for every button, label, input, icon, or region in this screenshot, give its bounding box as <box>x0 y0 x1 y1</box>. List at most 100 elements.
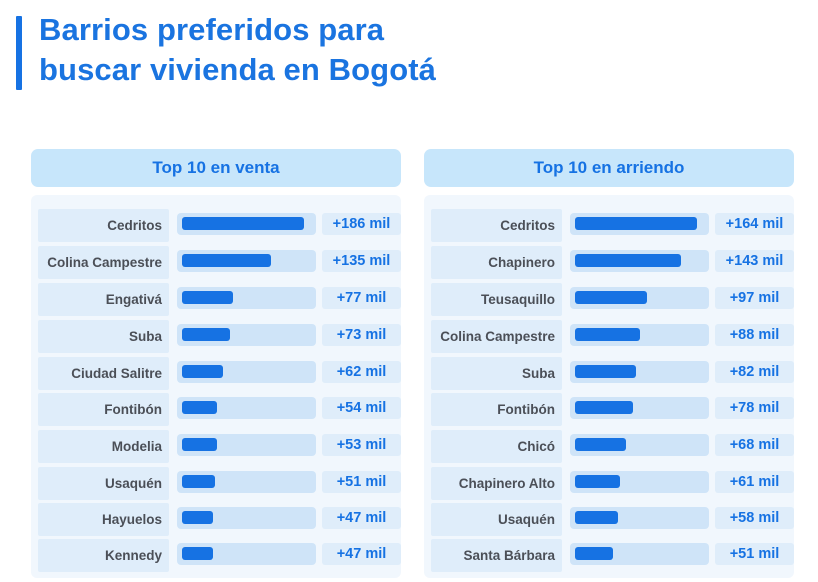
value-label: +68 mil <box>715 434 794 456</box>
category-label: Usaquén <box>38 467 169 500</box>
bar-track <box>570 361 709 383</box>
bar <box>182 438 217 451</box>
bar-track <box>177 287 316 309</box>
category-label: Engativá <box>38 283 169 316</box>
category-label: Fontibón <box>38 393 169 426</box>
title-accent-bar <box>16 16 22 90</box>
page-title-line-2: buscar vivienda en Bogotá <box>39 52 436 87</box>
bar <box>575 475 620 488</box>
bar <box>182 328 230 341</box>
bar <box>182 365 223 378</box>
bar-row: Cedritos +164 mil <box>431 207 794 242</box>
category-label: Suba <box>38 320 169 353</box>
bar-row: Santa Bárbara +51 mil <box>431 537 794 572</box>
chart-panel-arriendo: Top 10 en arriendo Cedritos +164 mil Chapi… <box>424 149 794 578</box>
category-label: Chicó <box>431 430 562 463</box>
bar-track <box>570 434 709 456</box>
bar <box>575 217 697 230</box>
bar-row: Usaquén +58 mil <box>431 501 794 536</box>
bar-track <box>570 543 709 565</box>
category-label: Ciudad Salitre <box>38 357 169 390</box>
bar-track <box>570 471 709 493</box>
bar <box>575 254 681 267</box>
bar-track <box>570 213 709 235</box>
bar-row: Teusaquillo +97 mil <box>431 281 794 316</box>
bar-row: Chicó +68 mil <box>431 428 794 463</box>
bar-track <box>177 507 316 529</box>
bar <box>575 547 613 560</box>
category-label: Hayuelos <box>38 503 169 536</box>
category-label: Usaquén <box>431 503 562 536</box>
value-label: +97 mil <box>715 287 794 309</box>
bar-track <box>177 397 316 419</box>
bar <box>182 217 304 230</box>
bar-track <box>570 250 709 272</box>
value-label: +186 mil <box>322 213 401 235</box>
bar-row: Fontibón +54 mil <box>38 391 401 426</box>
value-label: +82 mil <box>715 361 794 383</box>
chart-title-arriendo: Top 10 en arriendo <box>424 149 794 187</box>
bar-track <box>177 434 316 456</box>
value-label: +47 mil <box>322 543 401 565</box>
bar <box>182 401 217 414</box>
bar <box>575 365 636 378</box>
value-label: +88 mil <box>715 324 794 346</box>
category-label: Teusaquillo <box>431 283 562 316</box>
value-label: +78 mil <box>715 397 794 419</box>
bar-row: Colina Campestre +88 mil <box>431 318 794 353</box>
chart-body-arriendo: Cedritos +164 mil Chapinero +143 mil Teusaqu… <box>424 195 794 578</box>
bar-track <box>570 287 709 309</box>
bar-row: Ciudad Salitre +62 mil <box>38 355 401 390</box>
bar <box>575 511 618 524</box>
chart-title-venta: Top 10 en venta <box>31 149 401 187</box>
category-label: Cedritos <box>431 209 562 242</box>
bar-track <box>177 543 316 565</box>
bar-track <box>570 324 709 346</box>
bar-row: Cedritos +186 mil <box>38 207 401 242</box>
bar <box>575 401 633 414</box>
bar-row: Engativá +77 mil <box>38 281 401 316</box>
bar-track <box>177 471 316 493</box>
value-label: +77 mil <box>322 287 401 309</box>
bar-track <box>570 397 709 419</box>
bar-row: Modelia +53 mil <box>38 428 401 463</box>
bar-row: Kennedy +47 mil <box>38 537 401 572</box>
category-label: Chapinero Alto <box>431 467 562 500</box>
value-label: +51 mil <box>715 543 794 565</box>
bar <box>182 291 233 304</box>
bar-row: Colina Campestre +135 mil <box>38 244 401 279</box>
value-label: +143 mil <box>715 250 794 272</box>
category-label: Colina Campestre <box>38 246 169 279</box>
bar-track <box>177 361 316 383</box>
value-label: +135 mil <box>322 250 401 272</box>
category-label: Santa Bárbara <box>431 539 562 572</box>
value-label: +58 mil <box>715 507 794 529</box>
category-label: Chapinero <box>431 246 562 279</box>
bar <box>182 475 215 488</box>
category-label: Cedritos <box>38 209 169 242</box>
bar <box>182 511 213 524</box>
category-label: Kennedy <box>38 539 169 572</box>
category-label: Colina Campestre <box>431 320 562 353</box>
category-label: Modelia <box>38 430 169 463</box>
bar-track <box>177 213 316 235</box>
bar-row: Chapinero +143 mil <box>431 244 794 279</box>
bar <box>575 291 647 304</box>
bar-row: Usaquén +51 mil <box>38 465 401 500</box>
page-title-line-1: Barrios preferidos para <box>39 12 385 47</box>
page-title: Barrios preferidos para buscar vivienda … <box>39 10 436 90</box>
bar-row: Fontibón +78 mil <box>431 391 794 426</box>
bar <box>575 438 626 451</box>
chart-body-venta: Cedritos +186 mil Colina Campestre +135 mil… <box>31 195 401 578</box>
category-label: Fontibón <box>431 393 562 426</box>
chart-panel-venta: Top 10 en venta Cedritos +186 mil Colina C… <box>31 149 401 578</box>
value-label: +47 mil <box>322 507 401 529</box>
bar <box>182 547 213 560</box>
bar-row: Suba +82 mil <box>431 355 794 390</box>
value-label: +54 mil <box>322 397 401 419</box>
category-label: Suba <box>431 357 562 390</box>
value-label: +51 mil <box>322 471 401 493</box>
bar-track <box>570 507 709 529</box>
bar-row: Chapinero Alto +61 mil <box>431 465 794 500</box>
bar <box>575 328 640 341</box>
